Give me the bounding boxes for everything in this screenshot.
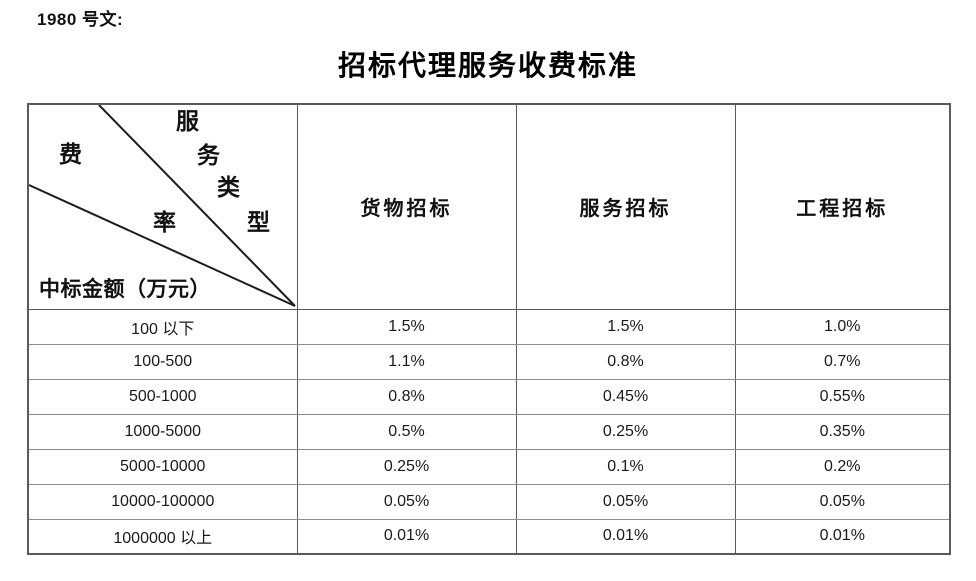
fee-value-cell: 0.05% <box>515 483 736 520</box>
column-header-services: 服务招标 <box>515 103 736 310</box>
table-row: 10000-100000 0.05% 0.05% 0.05% <box>27 483 951 520</box>
column-header-works: 工程招标 <box>734 103 951 310</box>
fee-value-cell: 0.8% <box>296 378 517 415</box>
row-range-label: 5000-10000 <box>27 448 298 485</box>
fee-value-cell: 0.25% <box>515 413 736 450</box>
diagonal-divider-lines <box>29 105 296 307</box>
fee-value-cell: 0.55% <box>734 378 951 415</box>
row-range-label: 100-500 <box>27 343 298 380</box>
fee-value-cell: 0.2% <box>734 448 951 485</box>
row-range-label: 500-1000 <box>27 378 298 415</box>
corner-header-cell: 服 务 类 型 费 率 中标金额（万元） <box>27 103 298 310</box>
row-range-label: 1000-5000 <box>27 413 298 450</box>
fee-value-cell: 1.5% <box>296 308 517 345</box>
fee-value-cell: 1.0% <box>734 308 951 345</box>
fee-value-cell: 0.45% <box>515 378 736 415</box>
doc-reference: 1980 号文: <box>37 10 124 29</box>
table-row: 5000-10000 0.25% 0.1% 0.2% <box>27 448 951 485</box>
fee-value-cell: 0.01% <box>296 518 517 555</box>
fee-value-cell: 0.8% <box>515 343 736 380</box>
row-range-label: 100 以下 <box>27 308 298 345</box>
corner-label-service-char: 类 <box>217 175 240 200</box>
table-row: 100 以下 1.5% 1.5% 1.0% <box>27 308 951 345</box>
fee-table: 服 务 类 型 费 率 中标金额（万元） 货物招标 服务招标 工程招标 100 … <box>27 103 951 555</box>
row-range-label: 1000000 以上 <box>27 518 298 555</box>
fee-value-cell: 1.1% <box>296 343 517 380</box>
corner-label-rate-char: 费 <box>59 142 82 167</box>
fee-value-cell: 0.01% <box>515 518 736 555</box>
table-row: 1000-5000 0.5% 0.25% 0.35% <box>27 413 951 450</box>
corner-label-service-char: 服 <box>176 109 199 134</box>
corner-label-amount: 中标金额（万元） <box>39 277 211 301</box>
fee-value-cell: 0.01% <box>734 518 951 555</box>
corner-label-rate-char: 率 <box>153 210 176 235</box>
row-range-label: 10000-100000 <box>27 483 298 520</box>
fee-value-cell: 1.5% <box>515 308 736 345</box>
page-title: 招标代理服务收费标准 <box>337 51 638 82</box>
corner-label-service-char: 务 <box>197 143 220 168</box>
fee-value-cell: 0.7% <box>734 343 951 380</box>
fee-value-cell: 0.05% <box>734 483 951 520</box>
fee-value-cell: 0.25% <box>296 448 517 485</box>
fee-value-cell: 0.5% <box>296 413 517 450</box>
column-header-goods: 货物招标 <box>296 103 517 310</box>
corner-label-service-char: 型 <box>247 210 270 235</box>
fee-value-cell: 0.1% <box>515 448 736 485</box>
table-header-row: 服 务 类 型 费 率 中标金额（万元） 货物招标 服务招标 工程招标 <box>27 103 951 310</box>
table-row: 100-500 1.1% 0.8% 0.7% <box>27 343 951 380</box>
table-row: 500-1000 0.8% 0.45% 0.55% <box>27 378 951 415</box>
fee-value-cell: 0.05% <box>296 483 517 520</box>
table-row: 1000000 以上 0.01% 0.01% 0.01% <box>27 518 951 555</box>
fee-value-cell: 0.35% <box>734 413 951 450</box>
